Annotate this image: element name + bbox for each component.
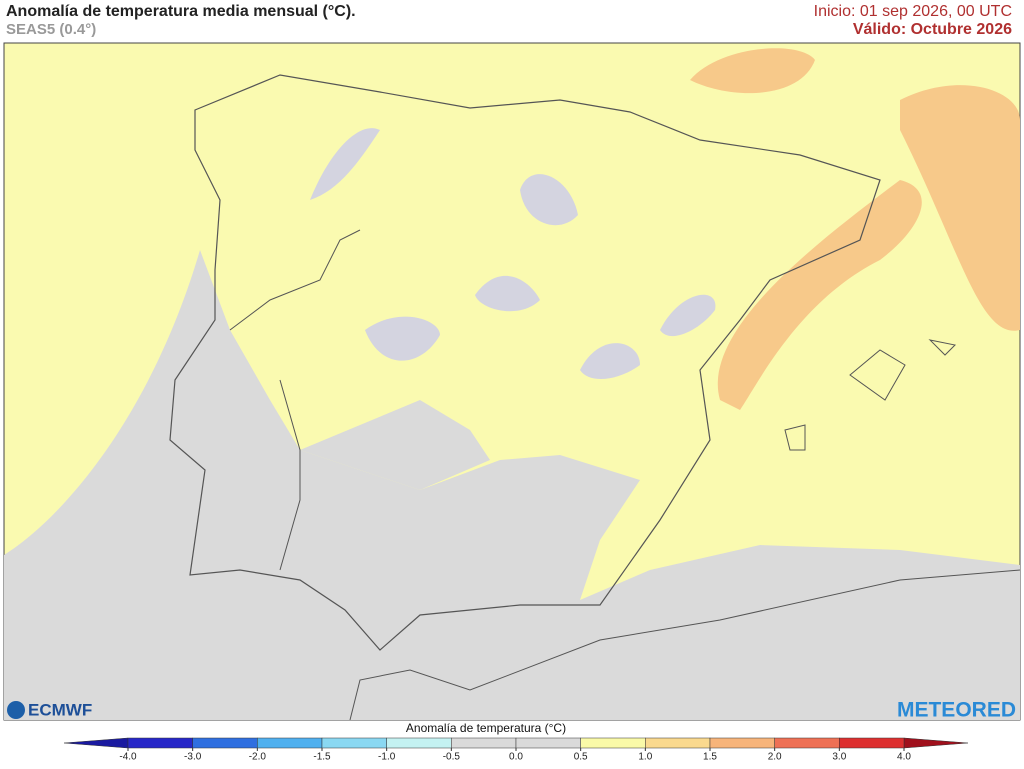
coastline (169, 74, 881, 651)
colorbar-tick-label: 1.5 (703, 752, 717, 763)
colorbar-tick-label: 2.0 (768, 752, 782, 763)
colorbar-over (903, 737, 969, 749)
colorbar-tick-label: -2.0 (249, 752, 267, 763)
colorbar-segment (451, 737, 517, 749)
border (229, 229, 361, 571)
colorbar-label: Anomalía de temperatura (°C) (406, 721, 566, 735)
init-date: Inicio: 01 sep 2026, 00 UTC (814, 3, 1012, 20)
colorbar-segment (257, 737, 323, 749)
neutral-zone (475, 275, 540, 312)
meteored-logo: METEORED (897, 699, 1016, 722)
neutral-zone (660, 294, 716, 337)
neutral-zone (4, 250, 1020, 720)
colorbar-tick-label: -1.5 (313, 752, 331, 763)
colorbar-segment (709, 737, 775, 749)
colorbar-tick-label: 0.5 (574, 752, 588, 763)
colorbar-tick-label: -3.0 (184, 752, 202, 763)
colorbar-under (63, 737, 129, 749)
map (3, 42, 1021, 721)
colorbar-segment (774, 737, 840, 749)
colorbar-tick-label: 4.0 (897, 752, 911, 763)
colorbar-tick-label: 0.0 (509, 752, 523, 763)
colorbar-tick-label: -4.0 (119, 752, 137, 763)
colorbar-segment (321, 737, 387, 749)
neutral-zone (580, 343, 640, 380)
warm-zone (900, 85, 1020, 331)
colorbar-segment (386, 737, 452, 749)
warm-zone (717, 180, 922, 410)
neutral-zone (300, 400, 490, 490)
colorbar-tick-label: 3.0 (832, 752, 846, 763)
colorbar: -4.0 -3.0 -2.0 -1.5 -1.0 -0.5 0.0 0.5 1.0 1.5 2.0 3… (63, 737, 969, 763)
subtitle: SEAS5 (0.4°) (6, 21, 96, 38)
warm-zone (690, 48, 815, 94)
colorbar-segment (839, 737, 905, 749)
logo-icon (7, 701, 25, 719)
colorbar-tick-label: -0.5 (443, 752, 461, 763)
colorbar-tick-label: 1.0 (638, 752, 652, 763)
ecmwf-logo: ECMWF (7, 700, 92, 719)
valid-date: Válido: Octubre 2026 (853, 21, 1012, 38)
neutral-zone (365, 316, 440, 361)
islands (784, 339, 957, 451)
neutral-zone (310, 128, 380, 200)
neutral-zone (520, 174, 578, 226)
title: Anomalía de temperatura media mensual (°… (6, 3, 356, 20)
colorbar-segment (645, 737, 711, 749)
coastline (349, 569, 1021, 721)
colorbar-segment (192, 737, 258, 749)
colorbar-tick-label: -1.0 (378, 752, 396, 763)
colorbar-segment (580, 737, 646, 749)
colorbar-segment (515, 737, 581, 749)
colorbar-segment (127, 737, 193, 749)
logo-text: ECMWF (28, 700, 92, 719)
